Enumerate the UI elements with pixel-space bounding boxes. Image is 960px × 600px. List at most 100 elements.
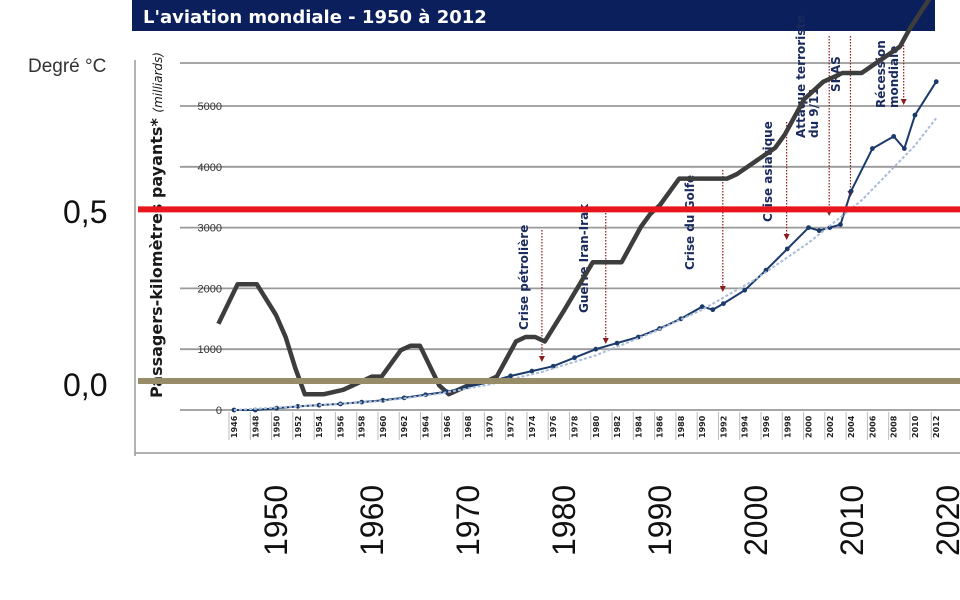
- traffic-point: [593, 346, 599, 352]
- chart-title: L'aviation mondiale - 1950 à 2012: [143, 7, 487, 28]
- traffic-x-tick-label: 1974: [528, 415, 537, 438]
- event-label-line2: du 9/11: [807, 87, 821, 138]
- event-arrow: [783, 234, 790, 240]
- series-layer: [216, 0, 939, 413]
- decade-label: 1990: [642, 485, 678, 556]
- traffic-point: [508, 373, 514, 379]
- traffic-x-tick-label: 1964: [422, 415, 431, 438]
- traffic-x-tick-label: 1996: [762, 415, 771, 438]
- traffic-point: [933, 79, 939, 85]
- traffic-x-tick-label: 1988: [677, 415, 686, 438]
- traffic-x-tick-label: 1960: [379, 415, 388, 438]
- traffic-x-tick-label: 1980: [592, 415, 601, 438]
- traffic-point: [614, 340, 620, 346]
- traffic-x-ticks: 1946 1948 1950 1952 1954 1956 1958 1960 1962 1964…: [228, 412, 941, 440]
- event-label: Crise pétrolière: [517, 225, 531, 330]
- event-label-group: Crise asiatique: [761, 121, 775, 222]
- traffic-point: [816, 228, 822, 234]
- title-banner: [132, 0, 935, 31]
- traffic-x-tick-label: 1962: [400, 416, 409, 438]
- decade-labels: 1950 1960 1970 1980 1990 2000 2010 2020: [258, 485, 960, 556]
- traffic-point: [295, 403, 301, 409]
- traffic-x-tick-label: 1978: [570, 415, 579, 438]
- decade-label: 1960: [354, 485, 390, 556]
- event-label: Crise asiatique: [761, 121, 775, 222]
- traffic-x-tick-label: 1968: [464, 415, 473, 438]
- decade-label: 1970: [450, 485, 486, 556]
- decade-label: 2020: [930, 485, 960, 556]
- temperature-line: [216, 0, 932, 397]
- event-label: Guerre Iran-Irak: [577, 203, 591, 313]
- event-label-group: Guerre Iran-Irak: [577, 203, 591, 313]
- event-arrow: [602, 338, 609, 344]
- decade-label: 2010: [834, 485, 870, 556]
- traffic-point: [699, 304, 705, 310]
- decade-label: 1950: [258, 485, 294, 556]
- traffic-x-tick-label: 1990: [698, 415, 707, 438]
- traffic-x-tick-label: 1952: [294, 416, 303, 438]
- traffic-x-tick-label: 2010: [911, 415, 920, 438]
- event-label: Attaque terroriste: [794, 15, 808, 138]
- reference-lines: [138, 206, 960, 384]
- event-arrow: [900, 99, 907, 105]
- traffic-x-tick-label: 1970: [485, 415, 494, 438]
- traffic-y-tick-label: 2000: [198, 283, 222, 295]
- traffic-point: [901, 146, 907, 151]
- traffic-x-tick-label: 1998: [783, 415, 792, 438]
- traffic-point: [710, 307, 716, 313]
- traffic-y-tick-label: 4000: [198, 162, 222, 174]
- event-label-line2: mondiale: [887, 46, 901, 108]
- traffic-point: [529, 368, 535, 374]
- traffic-x-tick-label: 1986: [656, 415, 665, 438]
- traffic-x-tick-label: 2008: [890, 415, 899, 438]
- traffic-x-tick-label: 1956: [336, 415, 345, 438]
- temperature-tick-label: 0,0: [63, 367, 107, 403]
- traffic-x-tick-label: 1994: [741, 415, 750, 438]
- traffic-point: [678, 316, 684, 322]
- event-label-group: Attaque terroriste du 9/11: [794, 15, 821, 138]
- traffic-y-tick-label: 3000: [198, 223, 222, 235]
- traffic-point: [550, 363, 556, 369]
- traffic-point: [891, 134, 897, 139]
- traffic-x-tick-label: 1992: [719, 416, 728, 438]
- event-label: Crise du Golfe: [683, 175, 697, 270]
- traffic-point: [870, 146, 875, 151]
- traffic-x-tick-label: 1950: [273, 415, 282, 438]
- temperature-tick-label: 0,5: [63, 194, 107, 230]
- traffic-x-tick-label: 1958: [358, 415, 367, 438]
- traffic-x-tick-label: 1966: [443, 415, 452, 438]
- traffic-x-tick-label: 2002: [826, 416, 835, 438]
- traffic-x-tick-label: 1948: [251, 415, 260, 438]
- decade-label: 1980: [546, 485, 582, 556]
- traffic-x-tick-label: 1984: [634, 415, 643, 438]
- traffic-x-tick-label: 1982: [613, 416, 622, 438]
- gridlines: [180, 62, 960, 411]
- traffic-point: [912, 112, 918, 118]
- event-label: Récession: [874, 40, 888, 108]
- traffic-x-tick-label: 2004: [847, 415, 856, 438]
- traffic-point: [742, 287, 748, 293]
- traffic-point: [763, 267, 769, 273]
- event-arrow: [719, 286, 726, 292]
- svg-text:Passagers-kilomètres payants*: Passagers-kilomètres payants* (milliards…: [147, 52, 166, 398]
- traffic-point: [848, 188, 854, 194]
- traffic-axis-title-unit: (milliards): [151, 52, 165, 113]
- event-arrow: [538, 356, 545, 362]
- traffic-x-tick-label: 1972: [507, 416, 516, 438]
- traffic-x-tick-label: 1976: [549, 415, 558, 438]
- traffic-x-tick-label: 2012: [932, 416, 941, 438]
- traffic-y-tick-label: 5000: [198, 101, 222, 113]
- traffic-point: [827, 225, 833, 231]
- traffic-point: [838, 222, 843, 227]
- event-label-group: Crise pétrolière: [517, 225, 531, 330]
- traffic-trend-line: [233, 117, 937, 411]
- traffic-y-tick-label: 1000: [198, 344, 222, 356]
- traffic-point: [784, 246, 790, 252]
- traffic-point: [721, 301, 726, 306]
- traffic-point: [572, 355, 577, 361]
- traffic-axis-title: Passagers-kilomètres payants* (milliards…: [147, 52, 166, 398]
- traffic-x-tick-label: 2006: [868, 415, 877, 438]
- traffic-y-ticks: 0 1000 2000 3000 4000 5000: [198, 101, 222, 417]
- traffic-point: [806, 225, 811, 231]
